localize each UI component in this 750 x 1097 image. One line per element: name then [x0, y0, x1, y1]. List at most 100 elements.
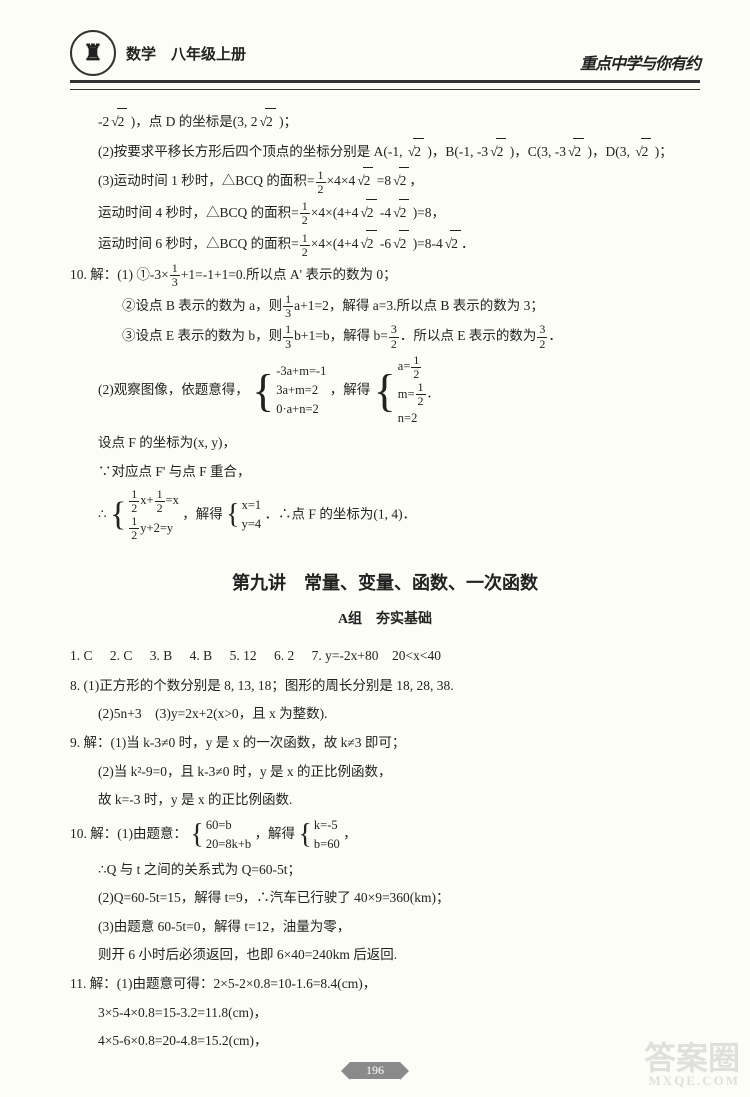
- ans: 5. 12: [230, 648, 257, 663]
- text: -6: [377, 236, 392, 251]
- page-number-value: 196: [350, 1062, 400, 1079]
- text: ．∴点 F 的坐标为(1, 4)．: [265, 506, 417, 521]
- text: )=8-4: [409, 236, 442, 251]
- text-line: (2)Q=60-5t=15，解得 t=9，∴汽车已行驶了 40×9=360(km…: [70, 885, 700, 911]
- text: )；: [651, 144, 672, 159]
- ans: 2. C: [110, 648, 133, 663]
- text: )，D(3,: [584, 144, 633, 159]
- eq: 3a+m=2: [276, 383, 318, 397]
- section-subtitle: A组 夯实基础: [70, 607, 700, 634]
- text: (2)按要求平移长方形后四个顶点的坐标分别是 A(-1,: [98, 144, 406, 159]
- text-line: 4×5-6×0.8=20-4.8=15.2(cm)，: [70, 1028, 700, 1054]
- ans: 6. 2: [274, 648, 294, 663]
- text: ×4×4: [327, 173, 356, 188]
- text: )，B(-1, -3: [424, 144, 488, 159]
- sqrt-2: 2: [258, 108, 276, 135]
- section-title: 第九讲 常量、变量、函数、一次函数: [70, 566, 700, 600]
- text: -2: [98, 114, 109, 129]
- text: (2)观察图像，依题意得，: [98, 382, 249, 397]
- system-3: { 12x+12=x 12y+2=y: [110, 488, 179, 543]
- page: ♜ 数学 八年级上册 重点中学与你有约 -22 )，点 D 的坐标是(3, 22…: [0, 0, 750, 1097]
- text-line: 10. 解：(1) ①-3×13+1=-1+1=0.所以点 A' 表示的数为 0…: [70, 262, 700, 290]
- header-title: 数学 八年级上册: [126, 43, 246, 64]
- text: b+1=b，解得 b=: [294, 328, 388, 343]
- text: )=8，: [409, 205, 445, 220]
- text: 运动时间 4 秒时，△BCQ 的面积=: [98, 205, 299, 220]
- sqrt-2: 2: [358, 199, 376, 226]
- text-line: 运动时间 4 秒时，△BCQ 的面积=12×4×(4+42 -42 )=8，: [70, 199, 700, 228]
- text-line: 11. 解：(1)由题意可得：2×5-2×0.8=10-1.6=8.4(cm)，: [70, 971, 700, 997]
- text: 10. 解：(1)由题意：: [70, 826, 187, 841]
- fraction-third: 13: [283, 293, 293, 320]
- system-1: { -3a+m=-1 3a+m=2 0·a+n=2: [252, 362, 326, 418]
- sqrt-2: 2: [406, 138, 424, 165]
- eq: 60=b: [206, 818, 232, 832]
- text-line: 10. 解：(1)由题意： { 60=b 20=8k+b ，解得 { k=-5 …: [70, 816, 700, 854]
- fraction-third: 13: [283, 323, 293, 350]
- text: ，: [409, 173, 423, 188]
- sqrt-2: 2: [358, 230, 376, 257]
- sqrt-2: 2: [391, 230, 409, 257]
- ans: 7. y=-2x+80 20<x<40: [312, 648, 441, 663]
- text: ，解得: [330, 382, 371, 397]
- text: ，解得: [255, 826, 296, 841]
- text-line: (2)按要求平移长方形后四个顶点的坐标分别是 A(-1, 2 )，B(-1, -…: [70, 138, 700, 165]
- answer-row: 1. C 2. C 3. B 4. B 5. 12 6. 2 7. y=-2x+…: [70, 643, 700, 669]
- eq: y=4: [242, 517, 262, 531]
- text: ②设点 B 表示的数为 a，则: [122, 298, 282, 313]
- text: ×4×(4+4: [311, 205, 359, 220]
- ans: 3. B: [150, 648, 173, 663]
- text-line: -22 )，点 D 的坐标是(3, 22 )；: [70, 108, 700, 135]
- text: ，解得: [182, 506, 223, 521]
- eq: 12x+12=x: [128, 493, 179, 507]
- text-line: (2)观察图像，依题意得， { -3a+m=-1 3a+m=2 0·a+n=2 …: [70, 354, 700, 428]
- fraction-threehalf: 32: [389, 323, 399, 350]
- text-line: ②设点 B 表示的数为 a，则13a+1=2，解得 a=3.所以点 B 表示的数…: [70, 293, 700, 321]
- sqrt-2: 2: [566, 138, 584, 165]
- eq: 20=8k+b: [206, 837, 251, 851]
- text-line: 运动时间 6 秒时，△BCQ 的面积=12×4×(4+42 -62 )=8-42…: [70, 230, 700, 259]
- text: )；: [276, 114, 297, 129]
- text-line: 则开 6 小时后必须返回，也即 6×40=240km 后返回.: [70, 942, 700, 968]
- eq: -3a+m=-1: [276, 364, 326, 378]
- text: )，C(3, -3: [506, 144, 566, 159]
- ans: 1. C: [70, 648, 93, 663]
- text: +1=-1+1=0.所以点 A' 表示的数为 0；: [181, 267, 397, 282]
- eq: 12y+2=y: [128, 521, 173, 535]
- sqrt-2: 2: [443, 230, 461, 257]
- header-divider: [70, 89, 700, 90]
- text: 运动时间 6 秒时，△BCQ 的面积=: [98, 236, 299, 251]
- eq: a=12: [398, 359, 423, 373]
- sqrt-2: 2: [488, 138, 506, 165]
- eq: x=1: [242, 498, 262, 512]
- eq: 0·a+n=2: [276, 402, 319, 416]
- logo-icon: ♜: [70, 30, 116, 76]
- text: ．: [548, 328, 562, 343]
- text: ③设点 E 表示的数为 b，则: [122, 328, 282, 343]
- header: ♜ 数学 八年级上册 重点中学与你有约: [70, 30, 700, 83]
- text-line: ∴ { 12x+12=x 12y+2=y ，解得 { x=1 y=4 ．∴点 F…: [70, 488, 700, 543]
- text-line: (3)运动时间 1 秒时，△BCQ 的面积=12×4×42 =82，: [70, 167, 700, 196]
- text-line: 9. 解：(1)当 k-3≠0 时，y 是 x 的一次函数，故 k≠3 即可；: [70, 730, 700, 756]
- text-line: ③设点 E 表示的数为 b，则13b+1=b，解得 b=32．所以点 E 表示的…: [70, 323, 700, 351]
- text-line: ∴Q 与 t 之间的关系式为 Q=60-5t；: [70, 857, 700, 883]
- text-line: (3)由题意 60-5t=0，解得 t=12，油量为零，: [70, 914, 700, 940]
- text: ．所以点 E 表示的数为: [400, 328, 537, 343]
- system-6: { k=-5 b=60: [298, 816, 339, 854]
- text: ，: [343, 826, 357, 841]
- system-5: { 60=b 20=8k+b: [190, 816, 251, 854]
- text-line: ∵对应点 F' 与点 F 重合，: [70, 459, 700, 485]
- text: (3)运动时间 1 秒时，△BCQ 的面积=: [98, 173, 315, 188]
- text-line: 故 k=-3 时，y 是 x 的正比例函数.: [70, 787, 700, 813]
- text: a+1=2，解得 a=3.所以点 B 表示的数为 3；: [294, 298, 544, 313]
- fraction-half: 12: [300, 200, 310, 227]
- text: )，点 D 的坐标是(3, 2: [127, 114, 257, 129]
- eq: m=12: [398, 387, 427, 401]
- text-line: 8. (1)正方形的个数分别是 8, 13, 18；图形的周长分别是 18, 2…: [70, 673, 700, 699]
- text-line: (2)当 k²-9=0，且 k-3≠0 时，y 是 x 的正比例函数，: [70, 759, 700, 785]
- text: -4: [377, 205, 392, 220]
- fraction-half: 12: [316, 169, 326, 196]
- sqrt-2: 2: [391, 167, 409, 194]
- system-2: { a=12 m=12． n=2: [374, 354, 439, 428]
- system-4: { x=1 y=4: [226, 496, 261, 534]
